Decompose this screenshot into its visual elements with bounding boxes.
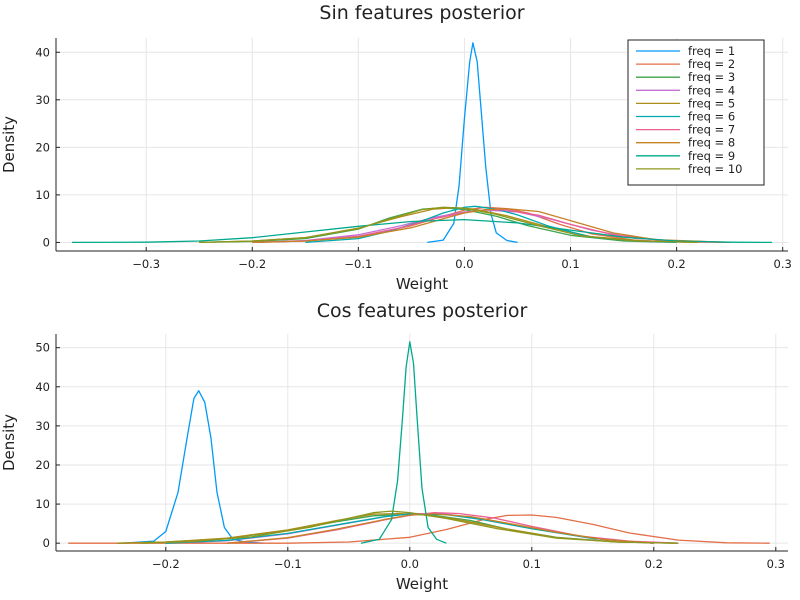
legend-label: freq = 5: [688, 96, 735, 110]
x-tick-label: 0.0: [455, 257, 473, 271]
series-line-1: [123, 390, 264, 544]
legend-label: freq = 10: [688, 162, 742, 176]
legend-label: freq = 4: [688, 83, 735, 97]
y-tick-label: 0: [43, 235, 50, 249]
series-line-1: [427, 42, 518, 244]
x-tick-label: 0.2: [667, 257, 685, 271]
series-line-2: [68, 514, 770, 544]
chart-title: Sin features posterior: [319, 2, 524, 24]
x-tick-label: 0.1: [523, 557, 541, 571]
x-tick-label: 0.3: [774, 257, 792, 271]
series-line-9: [360, 341, 447, 544]
legend-label: freq = 2: [688, 57, 735, 71]
x-tick-label: −0.1: [274, 557, 302, 571]
series-line-8: [252, 208, 730, 244]
legend-label: freq = 7: [688, 123, 735, 137]
y-tick-label: 40: [35, 380, 50, 394]
legend-box: [627, 39, 765, 186]
cos-features-panel: −0.2 −0.1 0.0 0.1 0.2 0.3 0 10 20 30 40 50 Cos featu…: [0, 300, 788, 593]
y-tick-label: 20: [35, 458, 50, 472]
sin-features-panel: −0.3 −0.2 −0.1 0.0 0.1 0.2 0.3 0 10 20 30 40 Sin fea…: [0, 2, 792, 293]
x-tick-label: 0.2: [645, 557, 663, 571]
chart-title: Cos features posterior: [317, 300, 528, 322]
x-tick-label: 0.1: [561, 257, 579, 271]
legend-label: freq = 9: [688, 149, 735, 163]
x-axis-label: Weight: [396, 575, 448, 593]
y-tick-label: 0: [43, 536, 50, 550]
series-line-9: [71, 218, 773, 244]
series-line-10: [199, 206, 698, 244]
series-line-8: [226, 513, 654, 544]
y-tick-label: 50: [35, 341, 50, 355]
y-tick-label: 30: [35, 93, 50, 107]
y-axis-label: Density: [0, 414, 18, 471]
y-axis-label: Density: [0, 116, 18, 173]
legend-label: freq = 3: [688, 70, 735, 84]
x-tick-label: −0.3: [132, 257, 160, 271]
x-tick-label: −0.1: [344, 257, 372, 271]
legend-label: freq = 6: [688, 110, 735, 124]
legend-label: freq = 8: [688, 136, 735, 150]
y-tick-label: 20: [35, 140, 50, 154]
y-tick-label: 10: [35, 188, 50, 202]
series-line-10: [141, 510, 679, 544]
legend-label: freq = 1: [688, 44, 735, 58]
x-tick-label: −0.2: [238, 257, 266, 271]
x-axis-label: Weight: [396, 275, 448, 293]
x-tick-label: −0.2: [152, 557, 180, 571]
y-tick-label: 30: [35, 419, 50, 433]
x-tick-label: 0.3: [767, 557, 785, 571]
x-tick-label: 0.0: [401, 557, 419, 571]
y-tick-label: 10: [35, 497, 50, 511]
y-tick-label: 40: [35, 45, 50, 59]
